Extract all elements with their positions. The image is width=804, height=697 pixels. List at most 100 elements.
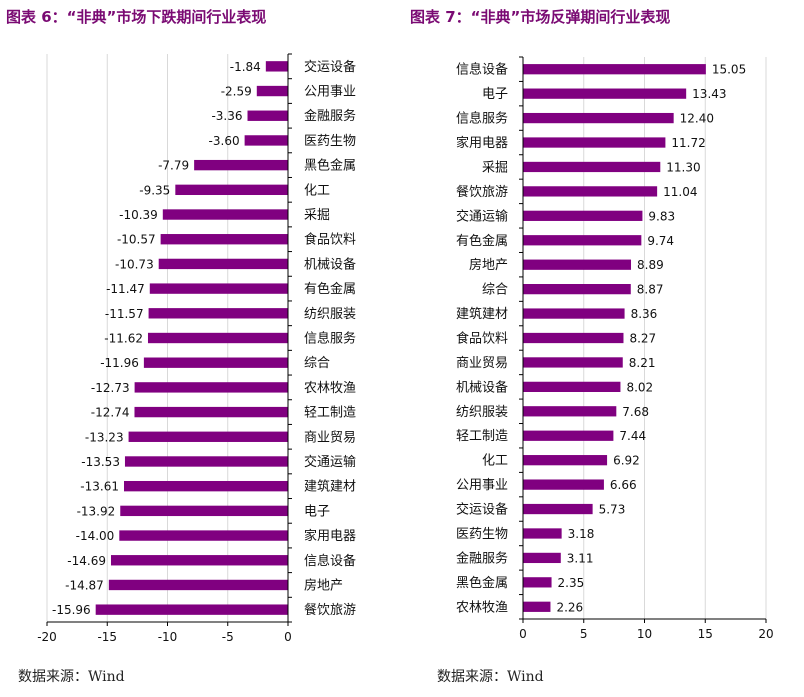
left-value-label: -3.36	[211, 109, 242, 123]
left-category-label: 纺织服装	[304, 307, 356, 322]
left-bar-chart: 交运设备 -1.84 公用事业 -2.59 金融服务 -3.36 医药生物 -3.60 黑色金属…	[37, 53, 356, 644]
right-value-label: 3.18	[568, 527, 595, 541]
right-value-label: 11.72	[671, 136, 705, 150]
right-category-label: 机械设备	[456, 379, 508, 395]
left-bar	[123, 480, 288, 492]
right-bar	[523, 210, 643, 221]
left-value-label: -14.69	[67, 554, 106, 568]
right-category-label: 公用事业	[456, 478, 508, 493]
right-value-label: 11.04	[663, 185, 697, 199]
left-value-tick-label: -5	[222, 630, 234, 644]
left-category-label: 信息设备	[304, 553, 356, 569]
left-value-label: -13.53	[81, 455, 120, 469]
left-bar	[120, 505, 288, 517]
left-bar	[244, 135, 288, 146]
right-category-label: 采掘	[482, 160, 508, 175]
left-value-label: -13.23	[85, 430, 124, 444]
left-category-label: 医药生物	[304, 134, 356, 149]
right-value-label: 8.27	[629, 332, 656, 346]
right-bar	[523, 308, 625, 319]
left-bar	[134, 406, 288, 418]
right-value-label: 6.66	[610, 478, 637, 492]
right-bar	[523, 601, 551, 612]
left-bar	[124, 456, 288, 467]
left-bar	[265, 61, 288, 72]
right-category-label: 黑色金属	[456, 575, 508, 591]
right-bar	[523, 430, 614, 441]
left-value-label: -10.57	[117, 233, 156, 247]
left-category-label: 机械设备	[304, 256, 356, 272]
right-bar	[523, 259, 632, 270]
left-category-label: 餐饮旅游	[304, 602, 356, 618]
left-category-label: 黑色金属	[304, 158, 356, 174]
right-value-label: 8.36	[631, 307, 658, 321]
right-value-label: 3.11	[567, 551, 594, 565]
right-value-label: 7.44	[619, 429, 646, 443]
right-bar	[523, 64, 706, 75]
left-value-label: -15.96	[52, 603, 91, 617]
left-category-label: 金融服务	[304, 108, 356, 124]
left-category-label: 房地产	[304, 577, 343, 593]
right-category-label: 食品饮料	[456, 331, 508, 347]
right-category-label: 电子	[482, 87, 508, 102]
left-category-label: 农林牧渔	[304, 381, 356, 396]
left-source-note: 数据来源：Wind	[18, 669, 125, 685]
left-category-label: 商业贸易	[304, 430, 356, 445]
left-value-label: -10.73	[115, 257, 154, 271]
right-value-label: 2.26	[556, 600, 583, 614]
left-category-label: 信息服务	[304, 331, 356, 347]
right-category-label: 交运设备	[456, 502, 508, 518]
left-value-label: -10.39	[119, 208, 158, 222]
left-category-label: 交通运输	[304, 454, 356, 470]
left-bar	[149, 283, 288, 294]
right-value-label: 2.35	[558, 576, 585, 590]
right-bar	[523, 332, 624, 344]
left-bar	[95, 604, 288, 615]
right-category-label: 家用电器	[456, 135, 508, 151]
right-bar	[523, 137, 666, 148]
right-category-label: 信息设备	[456, 62, 508, 78]
left-value-tick-label: -15	[97, 630, 117, 644]
right-bar-chart: 信息设备 15.05 电子 13.43 信息服务 12.40 家用电器 11.72 采掘 11.3…	[456, 56, 774, 641]
left-category-label: 食品饮料	[304, 232, 356, 248]
left-category-label: 家用电器	[304, 528, 356, 544]
right-value-label: 8.89	[637, 258, 664, 272]
left-category-label: 建筑建材	[304, 479, 356, 495]
left-value-label: -7.79	[158, 159, 189, 173]
right-category-label: 金融服务	[456, 550, 508, 566]
left-bar	[134, 382, 288, 393]
left-category-label: 综合	[304, 356, 330, 371]
left-value-label: -1.84	[230, 60, 261, 74]
right-category-label: 信息服务	[456, 111, 508, 127]
left-value-label: -11.47	[106, 282, 145, 296]
right-value-label: 7.68	[622, 405, 649, 419]
left-value-label: -11.62	[104, 332, 143, 346]
left-bar	[194, 159, 288, 171]
right-value-tick-label: 5	[580, 627, 588, 641]
left-bar	[119, 530, 288, 541]
right-bar	[523, 455, 608, 466]
left-category-label: 轻工制造	[304, 406, 356, 421]
right-category-label: 轻工制造	[456, 429, 508, 444]
right-bar	[523, 381, 621, 393]
right-bar	[523, 357, 623, 368]
right-value-label: 15.05	[712, 63, 746, 77]
right-value-label: 9.74	[647, 234, 674, 248]
left-value-label: -14.00	[76, 529, 115, 543]
left-value-label: -13.92	[77, 504, 116, 518]
left-category-label: 采掘	[304, 208, 330, 223]
right-source-note: 数据来源：Wind	[437, 669, 544, 685]
right-category-label: 房地产	[469, 257, 508, 273]
right-value-label: 6.92	[613, 454, 640, 468]
left-value-label: -2.59	[221, 85, 252, 99]
left-value-label: -12.73	[91, 381, 130, 395]
right-value-label: 9.83	[648, 209, 675, 223]
left-value-label: -3.60	[209, 134, 240, 148]
right-value-label: 8.87	[637, 283, 664, 297]
right-category-label: 化工	[482, 454, 508, 469]
left-bar	[148, 308, 288, 319]
right-bar	[523, 552, 561, 564]
left-bar	[175, 184, 288, 196]
left-category-label: 有色金属	[304, 281, 356, 297]
right-bar	[523, 186, 658, 197]
